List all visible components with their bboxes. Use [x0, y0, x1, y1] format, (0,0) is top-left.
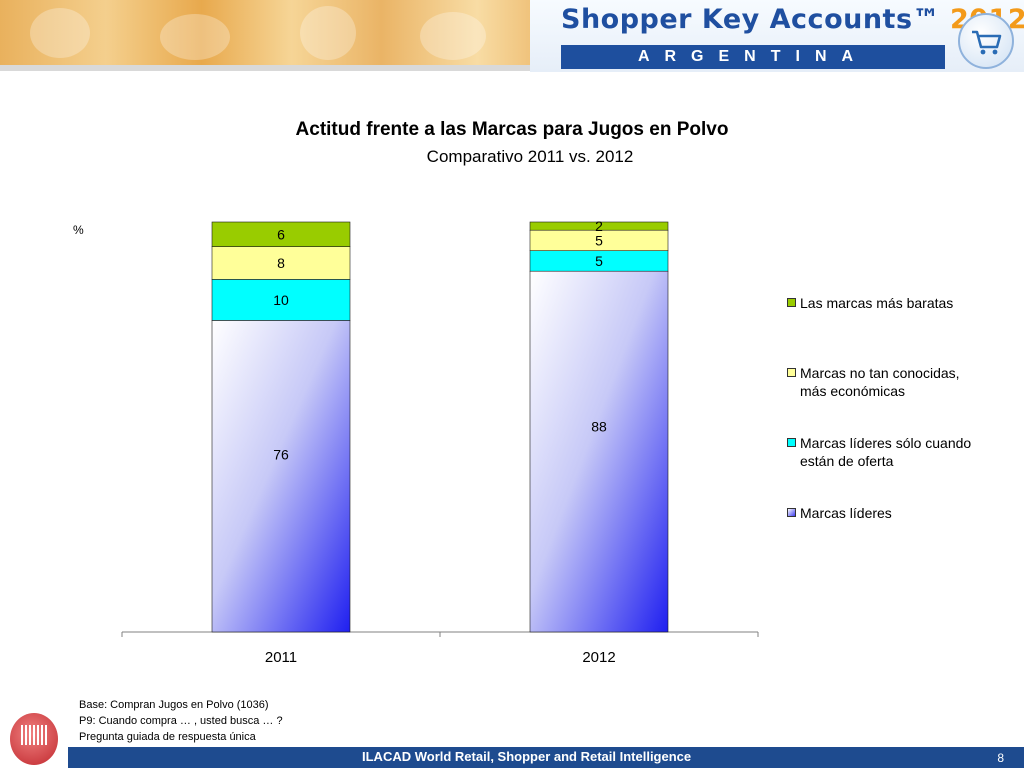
legend-label: Marcas no tan conocidas, más económicas: [800, 365, 960, 399]
header-banner: [0, 0, 530, 70]
x-tick-label: 2011: [265, 649, 297, 666]
bar-segment: [211, 246, 351, 280]
bar-segment: [211, 279, 351, 321]
brand-country: ARGENTINA: [561, 45, 945, 69]
data-label: 76: [273, 446, 289, 462]
footer-text: ILACAD World Retail, Shopper and Retail …: [362, 749, 692, 764]
legend-label: Marcas líderes: [800, 505, 892, 521]
barcode-logo-icon: [10, 713, 58, 765]
data-label: 8: [277, 255, 285, 271]
data-label: 6: [277, 226, 285, 242]
bar-segment: [529, 221, 669, 231]
footnote-base: Base: Compran Jugos en Polvo (1036): [79, 699, 269, 711]
legend-label: Las marcas más baratas: [800, 295, 954, 311]
bar-segment: [211, 320, 351, 633]
footnote-type: Pregunta guiada de respuesta única: [79, 731, 256, 743]
bar-segment: [529, 270, 669, 633]
chart-subtitle: Comparativo 2011 vs. 2012: [426, 147, 634, 166]
y-axis-label: %: [73, 223, 84, 237]
legend-label: Marcas líderes sólo cuando están de ofer…: [800, 435, 972, 469]
data-label: 88: [591, 418, 607, 434]
data-label: 5: [595, 232, 603, 248]
footer-bar: [68, 747, 1024, 768]
legend-swatch: [787, 438, 796, 447]
x-tick-label: 2012: [582, 649, 615, 666]
legend-swatch: [787, 298, 796, 307]
shopping-cart-icon: [958, 13, 1014, 69]
data-label: 10: [273, 292, 289, 308]
footnote-question: P9: Cuando compra … , usted busca … ?: [79, 715, 283, 727]
data-label: 2: [595, 218, 603, 234]
chart-title: Actitud frente a las Marcas para Jugos e…: [295, 119, 729, 140]
footnotes: Base: Compran Jugos en Polvo (1036) P9: …: [79, 697, 283, 745]
page-number: 8: [997, 751, 1004, 765]
legend-swatch: [787, 508, 796, 517]
brand-title-text: Shopper Key Accounts™: [561, 4, 941, 35]
legend-swatch: [787, 368, 796, 377]
header-band: [0, 65, 530, 71]
bar-segment: [211, 221, 351, 247]
data-label: 5: [595, 253, 603, 269]
